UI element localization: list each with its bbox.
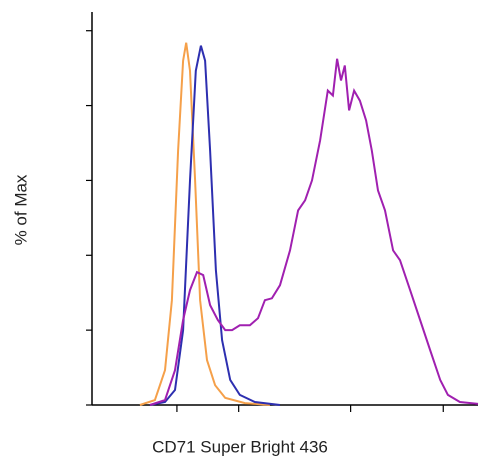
- y-axis-label: % of Max: [11, 174, 30, 245]
- histogram-line: [149, 58, 479, 406]
- histogram-line: [149, 45, 281, 406]
- x-axis-label: CD71 Super Bright 436: [152, 437, 328, 456]
- histogram-line: [139, 42, 270, 406]
